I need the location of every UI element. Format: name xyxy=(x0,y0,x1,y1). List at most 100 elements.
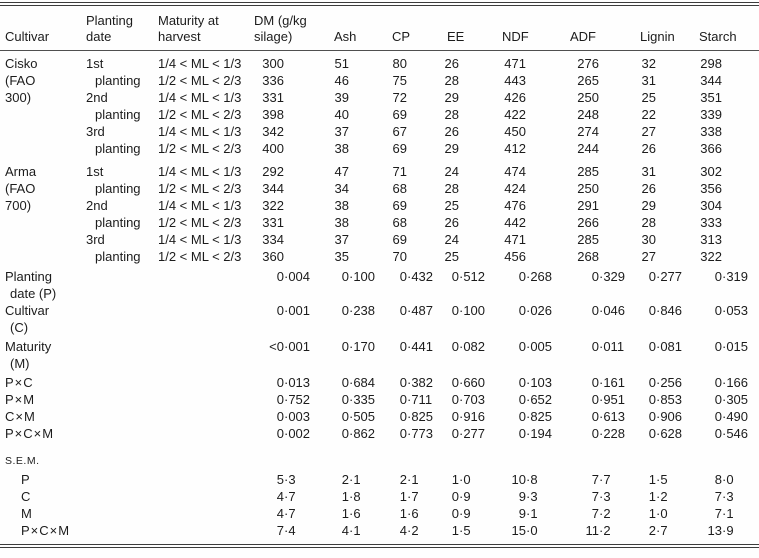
value-int-part: 13 xyxy=(707,523,722,538)
cell-ee: 24 xyxy=(441,157,496,180)
table-row: 300) 2nd 1/4 < ML < 1/3 331 39 72 29 426 250 25 35… xyxy=(0,89,759,106)
cell-adf: 7·2 xyxy=(564,505,634,522)
cell-cultivar: 300) xyxy=(5,90,32,105)
cell-planting-date: 2nd xyxy=(86,90,108,105)
value-int-part: 0 xyxy=(399,339,407,354)
value-int-part: 412 xyxy=(504,141,526,156)
value-frac-part: ·082 xyxy=(459,339,486,354)
value-int-part: 268 xyxy=(577,249,599,264)
sem-row-label: M xyxy=(0,505,248,522)
value-frac-part: ·7 xyxy=(599,472,611,487)
cell-dm: 342 xyxy=(248,123,328,140)
value-frac-part: ·3 xyxy=(599,489,611,504)
table-header: Cultivar Planting date Maturity at harvest… xyxy=(0,6,759,51)
sem-row: C 4·7 1·8 1·7 0·9 9·3 7·3 1·2 7·3 xyxy=(0,488,759,505)
value-frac-part: ·100 xyxy=(459,303,486,318)
cell-cp: 0·773 xyxy=(386,425,441,442)
cell-starch: 0·305 xyxy=(693,391,759,408)
value-int-part: 70 xyxy=(392,249,407,264)
bottom-double-rule xyxy=(0,544,759,548)
cell-ee: 26 xyxy=(441,51,496,73)
value-int-part: 0 xyxy=(451,426,459,441)
cell-dm: 336 xyxy=(248,72,328,89)
cell-ash: 35 xyxy=(328,248,386,265)
cell-adf: 244 xyxy=(564,140,634,157)
cell-ash: 0·862 xyxy=(328,425,386,442)
cell-ash: 38 xyxy=(328,197,386,214)
value-int-part: 72 xyxy=(392,90,407,105)
value-int-part: 285 xyxy=(577,232,599,247)
value-frac-part: ·7 xyxy=(656,523,668,538)
cell-maturity: 1/2 < ML < 2/3 xyxy=(158,73,242,88)
value-int-part: 0 xyxy=(451,269,459,284)
value-int-part: 40 xyxy=(334,107,349,122)
value-frac-part: ·2 xyxy=(656,489,668,504)
cell-dm: 331 xyxy=(248,214,328,231)
stat-label-line: Maturity xyxy=(5,339,52,354)
cell-adf: 7·7 xyxy=(564,471,634,488)
value-int-part: 37 xyxy=(334,232,349,247)
stat-row-label: Cultivar (C) xyxy=(0,302,248,338)
value-frac-part: ·256 xyxy=(656,375,683,390)
cell-ash: 40 xyxy=(328,106,386,123)
cell-ash: 38 xyxy=(328,214,386,231)
cell-adf: 0·161 xyxy=(564,374,634,391)
cell-ndf: 10·8 xyxy=(496,471,564,488)
value-frac-part: ·001 xyxy=(284,339,311,354)
cell-lignin: 0·906 xyxy=(634,408,693,425)
cell-ash: 0·505 xyxy=(328,408,386,425)
cell-ash: 0·684 xyxy=(328,374,386,391)
value-int-part: 0 xyxy=(451,303,459,318)
value-frac-part: ·0 xyxy=(656,506,668,521)
value-int-part: 366 xyxy=(700,141,722,156)
value-frac-part: ·166 xyxy=(722,375,749,390)
value-int-part: 0 xyxy=(518,303,526,318)
value-frac-part: ·5 xyxy=(459,523,471,538)
value-int-part: 9 xyxy=(518,489,526,504)
cell-maturity: 1/2 < ML < 2/3 xyxy=(158,249,242,264)
value-int-part: 1 xyxy=(648,472,656,487)
cell-ndf: 412 xyxy=(496,140,564,157)
value-int-part: 0 xyxy=(591,426,599,441)
value-int-part: 0 xyxy=(591,269,599,284)
value-int-part: 51 xyxy=(334,56,349,71)
value-int-part: 322 xyxy=(700,249,722,264)
cell-lignin: 28 xyxy=(634,214,693,231)
value-int-part: 15 xyxy=(511,523,526,538)
cell-dm: 292 xyxy=(248,157,328,180)
cell-ee: 29 xyxy=(441,140,496,157)
cell-starch: 344 xyxy=(693,72,759,89)
value-int-part: 24 xyxy=(444,164,459,179)
cell-dm: 360 xyxy=(248,248,328,265)
cell-ndf: 471 xyxy=(496,51,564,73)
value-int-part: 7 xyxy=(591,506,599,521)
value-int-part: 0 xyxy=(518,339,526,354)
value-int-part: 28 xyxy=(641,215,656,230)
value-int-part: 25 xyxy=(641,90,656,105)
value-frac-part: ·277 xyxy=(459,426,486,441)
value-int-part: 0 xyxy=(341,426,349,441)
cell-ndf: 9·1 xyxy=(496,505,564,522)
cell-dm: 0·013 xyxy=(248,374,328,391)
cell-ash: 1·8 xyxy=(328,488,386,505)
value-frac-part: ·0 xyxy=(459,472,471,487)
cell-starch: 0·015 xyxy=(693,338,759,374)
value-int-part: 471 xyxy=(504,56,526,71)
stat-row: P×C×M 0·002 0·862 0·773 0·277 0·194 0·228 0·628… xyxy=(0,425,759,442)
value-int-part: 0 xyxy=(714,392,722,407)
value-frac-part: ·2 xyxy=(599,506,611,521)
value-int-part: 291 xyxy=(577,198,599,213)
value-int-part: 276 xyxy=(577,56,599,71)
value-frac-part: ·951 xyxy=(599,392,626,407)
value-int-part: 71 xyxy=(392,164,407,179)
cell-starch: 0·546 xyxy=(693,425,759,442)
value-frac-part: ·0 xyxy=(526,523,538,538)
stat-label-line: Cultivar xyxy=(5,303,50,318)
value-int-part: 0 xyxy=(451,392,459,407)
cell-cp: 4·2 xyxy=(386,522,441,539)
stat-label-line: P×C xyxy=(5,375,34,390)
value-int-part: 1 xyxy=(648,506,656,521)
cell-lignin: 32 xyxy=(634,51,693,73)
value-int-part: 0 xyxy=(518,269,526,284)
